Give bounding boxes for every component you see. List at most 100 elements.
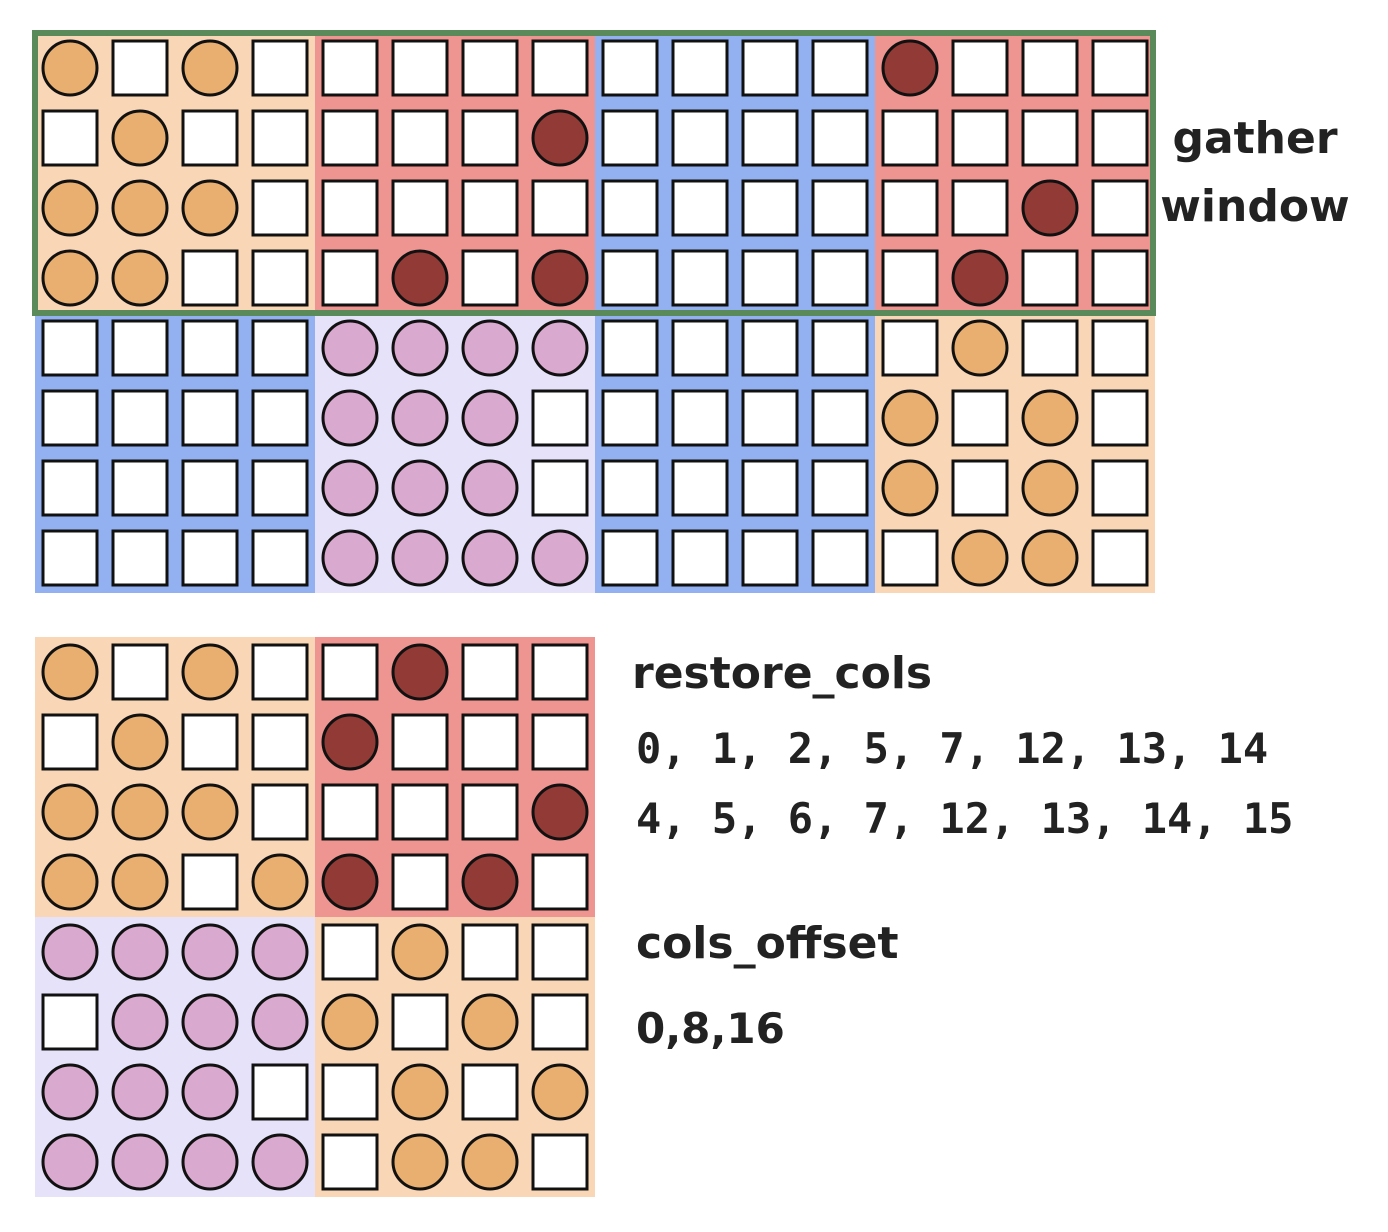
top-empty-cell — [251, 39, 309, 97]
top-nonzero-dot — [461, 459, 519, 517]
top-empty-cell — [951, 389, 1009, 447]
top-empty-cell — [811, 109, 869, 167]
bottom-nonzero-dot — [181, 993, 239, 1051]
bottom-nonzero-dot — [41, 923, 99, 981]
top-nonzero-dot — [1021, 529, 1079, 587]
bottom-nonzero-dot — [391, 1133, 449, 1191]
bottom-empty-cell — [251, 713, 309, 771]
top-empty-cell — [671, 109, 729, 167]
top-empty-cell — [601, 179, 659, 237]
bottom-empty-cell — [181, 853, 239, 911]
top-matrix — [35, 33, 1155, 593]
top-nonzero-dot — [321, 389, 379, 447]
top-nonzero-dot — [1021, 389, 1079, 447]
top-empty-cell — [391, 179, 449, 237]
top-empty-cell — [741, 109, 799, 167]
top-nonzero-dot — [461, 319, 519, 377]
top-empty-cell — [811, 249, 869, 307]
top-empty-cell — [1021, 39, 1079, 97]
top-nonzero-dot — [391, 459, 449, 517]
bottom-nonzero-dot — [41, 853, 99, 911]
bottom-empty-cell — [321, 643, 379, 701]
top-empty-cell — [881, 179, 939, 237]
top-empty-cell — [1021, 319, 1079, 377]
top-empty-cell — [111, 319, 169, 377]
top-empty-cell — [951, 459, 1009, 517]
bottom-nonzero-dot — [321, 993, 379, 1051]
bottom-nonzero-dot — [251, 853, 309, 911]
top-empty-cell — [601, 389, 659, 447]
top-empty-cell — [671, 179, 729, 237]
top-empty-cell — [1091, 249, 1149, 307]
top-empty-cell — [321, 109, 379, 167]
bottom-nonzero-dot — [111, 1063, 169, 1121]
gather-window-border — [32, 30, 1156, 316]
top-empty-cell — [1091, 39, 1149, 97]
top-empty-cell — [951, 39, 1009, 97]
bottom-nonzero-dot — [181, 923, 239, 981]
top-empty-cell — [181, 459, 239, 517]
top-nonzero-dot — [41, 249, 99, 307]
bottom-nonzero-dot — [531, 1063, 589, 1121]
bottom-nonzero-dot — [391, 923, 449, 981]
top-empty-cell — [181, 529, 239, 587]
top-empty-cell — [251, 249, 309, 307]
top-empty-cell — [321, 249, 379, 307]
bottom-nonzero-dot — [41, 783, 99, 841]
top-empty-cell — [1021, 109, 1079, 167]
top-empty-cell — [111, 529, 169, 587]
top-empty-cell — [41, 529, 99, 587]
bottom-nonzero-dot — [111, 713, 169, 771]
bottom-empty-cell — [461, 643, 519, 701]
top-empty-cell — [111, 39, 169, 97]
top-empty-cell — [41, 459, 99, 517]
top-empty-cell — [461, 39, 519, 97]
top-nonzero-dot — [111, 109, 169, 167]
top-empty-cell — [1021, 249, 1079, 307]
gather-label-line2: window — [1160, 181, 1350, 232]
restore-cols-row-0: 0, 1, 2, 5, 7, 12, 13, 14 — [636, 724, 1269, 773]
top-empty-cell — [251, 109, 309, 167]
bottom-nonzero-dot — [461, 1133, 519, 1191]
top-empty-cell — [251, 529, 309, 587]
bottom-nonzero-dot — [251, 1133, 309, 1191]
cols-offset-label: cols_offset — [636, 918, 899, 969]
top-empty-cell — [181, 389, 239, 447]
bottom-nonzero-dot — [461, 993, 519, 1051]
bottom-empty-cell — [321, 783, 379, 841]
top-empty-cell — [601, 529, 659, 587]
bottom-empty-cell — [461, 1063, 519, 1121]
top-nonzero-dot — [391, 389, 449, 447]
top-empty-cell — [671, 249, 729, 307]
top-nonzero-dot — [321, 459, 379, 517]
bottom-nonzero-dot — [41, 1063, 99, 1121]
top-empty-cell — [881, 109, 939, 167]
bottom-nonzero-dot — [111, 1133, 169, 1191]
bottom-empty-cell — [531, 993, 589, 1051]
bottom-empty-cell — [111, 643, 169, 701]
top-empty-cell — [531, 389, 589, 447]
top-nonzero-dot — [881, 459, 939, 517]
bottom-empty-cell — [391, 993, 449, 1051]
top-empty-cell — [741, 459, 799, 517]
top-empty-cell — [41, 109, 99, 167]
bottom-nonzero-dot — [391, 1063, 449, 1121]
top-empty-cell — [811, 39, 869, 97]
bottom-empty-cell — [41, 993, 99, 1051]
top-empty-cell — [111, 389, 169, 447]
bottom-empty-cell — [461, 713, 519, 771]
top-nonzero-dot — [391, 529, 449, 587]
top-nonzero-dot — [321, 319, 379, 377]
top-empty-cell — [1091, 459, 1149, 517]
top-nonzero-dot — [461, 389, 519, 447]
top-empty-cell — [741, 319, 799, 377]
top-empty-cell — [41, 319, 99, 377]
top-empty-cell — [671, 39, 729, 97]
top-nonzero-dot — [111, 179, 169, 237]
top-nonzero-dot — [391, 319, 449, 377]
top-empty-cell — [251, 389, 309, 447]
top-empty-cell — [531, 179, 589, 237]
bottom-empty-cell — [531, 713, 589, 771]
top-empty-cell — [1091, 529, 1149, 587]
top-nonzero-dot — [1021, 459, 1079, 517]
